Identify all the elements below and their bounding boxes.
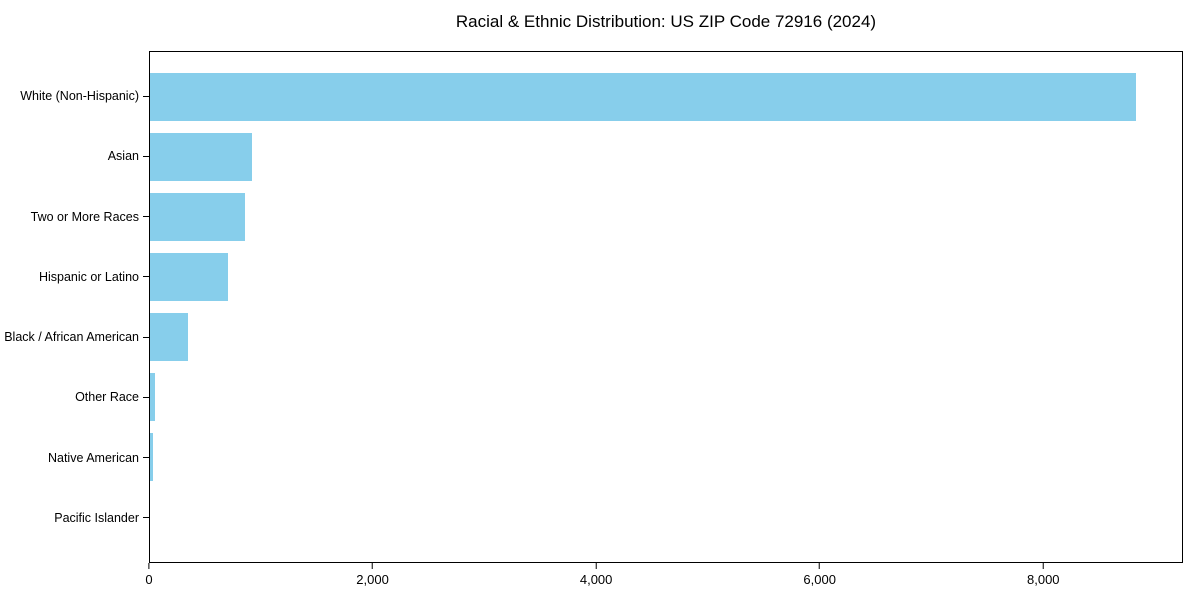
y-tick-label: Pacific Islander xyxy=(54,510,139,525)
y-tick-mark xyxy=(143,276,149,278)
y-tick-label: Black / African American xyxy=(4,330,139,345)
chart-title: Racial & Ethnic Distribution: US ZIP Cod… xyxy=(455,12,877,31)
x-tick-label: 0 xyxy=(145,572,153,587)
y-label-row-asian: Asian xyxy=(0,126,149,186)
x-tick-2000: 2,000 xyxy=(356,563,389,587)
x-tick-mark xyxy=(819,563,821,569)
y-tick-label: White (Non-Hispanic) xyxy=(20,89,139,104)
bar-other-race xyxy=(150,373,156,421)
y-axis-labels: White (Non-Hispanic) Asian Two or More Rac… xyxy=(0,51,149,563)
x-tick-4000: 4,000 xyxy=(579,563,613,587)
bar-row-pacific-islander xyxy=(150,487,1182,547)
bar-row-other-race xyxy=(150,367,1182,427)
bar-two-or-more-races xyxy=(150,193,246,241)
bar-asian xyxy=(150,133,252,181)
x-tick-6000: 6,000 xyxy=(803,563,836,587)
y-tick-mark xyxy=(143,517,149,519)
x-axis: 0 2,000 4,000 6,000 8,000 xyxy=(145,563,1183,597)
y-tick-label: Native American xyxy=(47,450,139,465)
bar-black-african-american xyxy=(150,313,188,361)
y-label-row-two-or-more-races: Two or More Races xyxy=(0,187,149,247)
y-label-row-other-race: Other Race xyxy=(0,367,149,427)
bars-container xyxy=(150,52,1182,562)
bar-row-native-american xyxy=(150,427,1182,487)
y-tick-mark xyxy=(143,155,149,157)
y-tick-mark xyxy=(143,95,149,97)
bar-hispanic-or-latino xyxy=(150,253,228,301)
bar-white-non-hispanic xyxy=(150,73,1137,121)
y-tick-mark xyxy=(143,457,149,459)
x-tick-mark xyxy=(148,563,150,569)
bar-row-white-non-hispanic xyxy=(150,67,1182,127)
x-tick-8000: 8,000 xyxy=(1027,563,1060,587)
y-label-row-black-african-american: Black / African American xyxy=(0,307,149,367)
y-label-row-white-non-hispanic: White (Non-Hispanic) xyxy=(0,66,149,126)
x-tick-label: 4,000 xyxy=(579,572,613,587)
x-tick-label: 2,000 xyxy=(356,572,389,587)
x-tick-mark xyxy=(1042,563,1044,569)
bar-row-asian xyxy=(150,127,1182,187)
x-tick-0: 0 xyxy=(145,563,153,587)
x-tick-mark xyxy=(595,563,597,569)
y-tick-mark xyxy=(143,216,149,218)
plot-area xyxy=(149,51,1183,563)
bar-row-hispanic-or-latino xyxy=(150,247,1182,307)
x-tick-label: 8,000 xyxy=(1026,572,1060,587)
y-tick-mark xyxy=(143,396,149,398)
y-label-row-hispanic-or-latino: Hispanic or Latino xyxy=(0,247,149,307)
y-tick-mark xyxy=(143,336,149,338)
y-tick-label: Other Race xyxy=(75,390,139,405)
y-tick-label: Hispanic or Latino xyxy=(38,269,139,284)
bar-row-two-or-more-races xyxy=(150,187,1182,247)
y-tick-label: Two or More Races xyxy=(30,209,139,224)
y-label-row-native-american: Native American xyxy=(0,428,149,488)
bar-native-american xyxy=(150,433,154,481)
x-tick-label: 6,000 xyxy=(803,572,836,587)
bar-row-black-african-american xyxy=(150,307,1182,367)
x-tick-mark xyxy=(372,563,374,569)
y-label-row-pacific-islander: Pacific Islander xyxy=(0,488,149,548)
y-tick-label: Asian xyxy=(107,149,139,164)
